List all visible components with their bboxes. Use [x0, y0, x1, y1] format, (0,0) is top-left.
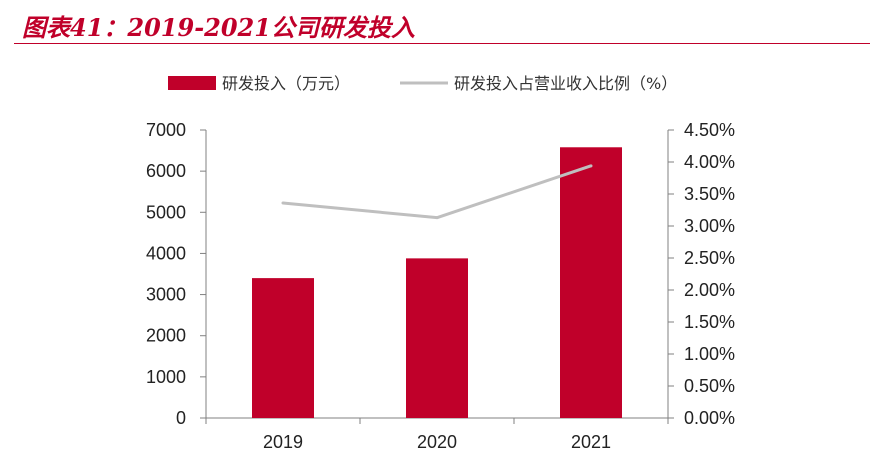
- legend: 研发投入（万元） 研发投入占营业收入比例（%）: [168, 74, 677, 93]
- axes: 0 1000 2000 3000 4000 5000 6000 7000 0.00% 0.50% 1…: [146, 120, 735, 452]
- ratio-point-2020: [435, 216, 439, 220]
- legend-line-label: 研发投入占营业收入比例（%）: [454, 74, 677, 93]
- right-tick-label: 0.00%: [684, 408, 735, 428]
- right-tick-label: 3.50%: [684, 184, 735, 204]
- left-tick-label: 3000: [146, 285, 186, 305]
- left-tick-label: 7000: [146, 120, 186, 140]
- left-tick-label: 6000: [146, 161, 186, 181]
- right-tick-label: 2.50%: [684, 248, 735, 268]
- left-tick-label: 5000: [146, 202, 186, 222]
- chart-title: 图表41：2019-2021公司研发投入: [22, 13, 415, 42]
- bar-2020: [406, 258, 468, 418]
- left-tick-label: 2000: [146, 326, 186, 346]
- ratio-line: [282, 164, 592, 220]
- line-series: [281, 164, 593, 220]
- right-tick-label: 4.50%: [684, 120, 735, 140]
- title-rule: [14, 43, 870, 44]
- legend-bar-label: 研发投入（万元）: [222, 74, 350, 93]
- right-tick-label: 1.00%: [684, 344, 735, 364]
- x-tick-label: 2021: [571, 432, 611, 452]
- right-tick-label: 0.50%: [684, 376, 735, 396]
- left-tick-label: 0: [176, 408, 186, 428]
- ratio-point-2019: [281, 201, 285, 205]
- right-tick-label: 3.00%: [684, 216, 735, 236]
- x-tick-label: 2020: [417, 432, 457, 452]
- bar-2019: [252, 278, 314, 418]
- left-tick-label: 4000: [146, 243, 186, 263]
- ratio-point-2021: [589, 164, 593, 168]
- left-tick-label: 1000: [146, 367, 186, 387]
- right-tick-label: 2.00%: [684, 280, 735, 300]
- right-tick-label: 1.50%: [684, 312, 735, 332]
- x-tick-label: 2019: [263, 432, 303, 452]
- right-tick-label: 4.00%: [684, 152, 735, 172]
- bars: [252, 147, 622, 418]
- bar-2021: [560, 147, 622, 418]
- chart-header: 图表41：2019-2021公司研发投入: [0, 0, 870, 50]
- legend-bar-swatch: [168, 76, 216, 90]
